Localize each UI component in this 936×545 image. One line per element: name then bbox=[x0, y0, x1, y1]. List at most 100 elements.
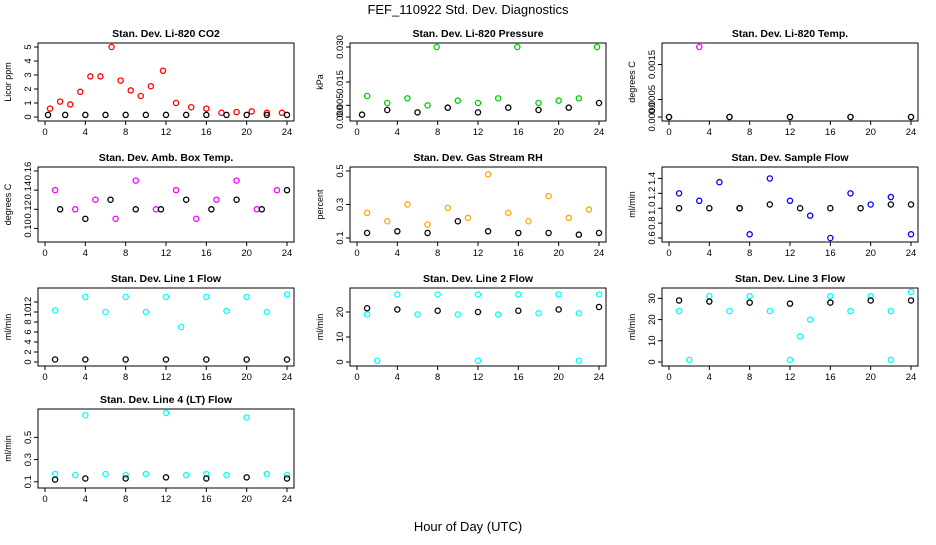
data-point bbox=[132, 206, 139, 213]
data-point bbox=[122, 293, 129, 301]
figure-title: FEF_110922 Std. Dev. Diagnostics bbox=[367, 2, 569, 17]
data-point bbox=[72, 206, 79, 213]
data-point bbox=[112, 215, 119, 223]
data-point bbox=[514, 43, 521, 51]
data-point bbox=[383, 217, 391, 225]
y-axis-label: degrees C bbox=[627, 61, 637, 103]
panel-title: Stan. Dev. Sample Flow bbox=[731, 152, 849, 164]
x-tick-label: 20 bbox=[865, 372, 876, 383]
x-tick-label: 0 bbox=[42, 248, 47, 259]
x-tick-label: 0 bbox=[666, 127, 671, 138]
x-tick-label: 24 bbox=[594, 248, 605, 259]
data-point bbox=[726, 307, 733, 315]
x-tick-label: 8 bbox=[747, 127, 752, 138]
data-point bbox=[82, 475, 89, 482]
data-point bbox=[283, 186, 291, 194]
y-axis-label: ml/min bbox=[315, 314, 325, 341]
data-point bbox=[137, 92, 145, 100]
y-tick-label: 10 bbox=[647, 335, 658, 346]
y-tick-label: 0.8 bbox=[647, 217, 658, 230]
data-point bbox=[525, 217, 532, 225]
y-axis-label: ml/min bbox=[627, 314, 637, 341]
data-point bbox=[162, 293, 170, 301]
data-point bbox=[726, 113, 733, 121]
data-point bbox=[182, 111, 190, 119]
data-point bbox=[51, 307, 59, 314]
data-point bbox=[203, 293, 210, 301]
data-point bbox=[383, 106, 391, 114]
plot-frame bbox=[661, 166, 919, 243]
data-point bbox=[474, 308, 482, 316]
plot-frame bbox=[37, 408, 295, 489]
plot-frame bbox=[37, 42, 295, 122]
x-tick-label: 20 bbox=[241, 494, 252, 505]
data-point bbox=[434, 291, 441, 298]
y-tick-label: 0 bbox=[23, 359, 34, 364]
x-tick-label: 0 bbox=[42, 494, 47, 505]
y-tick-label: 12 bbox=[23, 297, 34, 308]
data-point bbox=[585, 206, 593, 213]
x-tick-label: 12 bbox=[785, 372, 796, 383]
data-point bbox=[907, 231, 915, 238]
x-tick-label: 4 bbox=[83, 248, 88, 259]
data-point bbox=[243, 293, 250, 301]
plot-frame bbox=[37, 166, 295, 243]
data-point bbox=[806, 212, 814, 219]
x-tick-label: 8 bbox=[435, 372, 440, 383]
data-point bbox=[907, 201, 915, 208]
data-point bbox=[675, 307, 683, 315]
y-tick-label: 0.005 bbox=[335, 93, 346, 117]
data-point bbox=[142, 111, 150, 119]
y-axis-label: Licor ppm bbox=[3, 62, 13, 102]
data-point bbox=[283, 356, 291, 363]
y-tick-label: 6 bbox=[23, 329, 34, 334]
data-point bbox=[383, 99, 391, 107]
data-point bbox=[444, 204, 451, 212]
data-point bbox=[51, 476, 59, 483]
data-point bbox=[51, 470, 59, 478]
data-point bbox=[108, 43, 115, 51]
panel-title: Stan. Dev. Li-820 Pressure bbox=[412, 28, 543, 40]
data-point bbox=[454, 311, 462, 318]
x-tick-label: 20 bbox=[865, 127, 876, 138]
data-point bbox=[263, 109, 271, 117]
panel-10: Stan. Dev. Line 4 (LT) Flow ml/min 0 4 8 12 16… bbox=[3, 394, 295, 505]
data-point bbox=[243, 414, 250, 421]
data-point bbox=[51, 356, 59, 363]
data-point bbox=[595, 303, 603, 311]
data-point bbox=[66, 101, 74, 108]
data-point bbox=[504, 209, 512, 217]
data-point bbox=[203, 475, 210, 482]
x-tick-label: 8 bbox=[123, 494, 128, 505]
data-point bbox=[363, 209, 371, 217]
data-point bbox=[907, 297, 915, 304]
panel-4: Stan. Dev. Amb. Box Temp. degrees C 0 4 8 12 1… bbox=[3, 152, 295, 259]
data-point bbox=[867, 297, 874, 304]
data-point bbox=[142, 308, 150, 316]
data-point bbox=[263, 111, 271, 119]
data-point bbox=[535, 309, 542, 317]
x-tick-label: 12 bbox=[785, 127, 796, 138]
data-point bbox=[132, 177, 139, 184]
x-tick-label: 24 bbox=[282, 127, 293, 138]
data-point bbox=[77, 88, 84, 96]
data-point bbox=[887, 307, 895, 315]
data-point bbox=[867, 292, 874, 300]
y-axis-label: percent bbox=[315, 189, 325, 220]
data-point bbox=[887, 193, 895, 201]
data-point bbox=[203, 470, 210, 478]
x-tick-label: 24 bbox=[282, 248, 293, 259]
x-tick-label: 12 bbox=[161, 127, 172, 138]
y-tick-label: 20 bbox=[335, 307, 346, 318]
data-point bbox=[283, 471, 291, 479]
data-point bbox=[494, 311, 502, 318]
data-point bbox=[595, 291, 603, 298]
panel-8: Stan. Dev. Line 2 Flow ml/min 0 4 8 12 16 20 24 0… bbox=[315, 273, 607, 383]
data-point bbox=[273, 186, 281, 194]
data-point bbox=[102, 308, 109, 316]
data-point bbox=[827, 204, 834, 212]
x-tick-label: 0 bbox=[354, 372, 359, 383]
y-tick-label: 10 bbox=[335, 332, 346, 343]
data-point bbox=[243, 356, 250, 363]
